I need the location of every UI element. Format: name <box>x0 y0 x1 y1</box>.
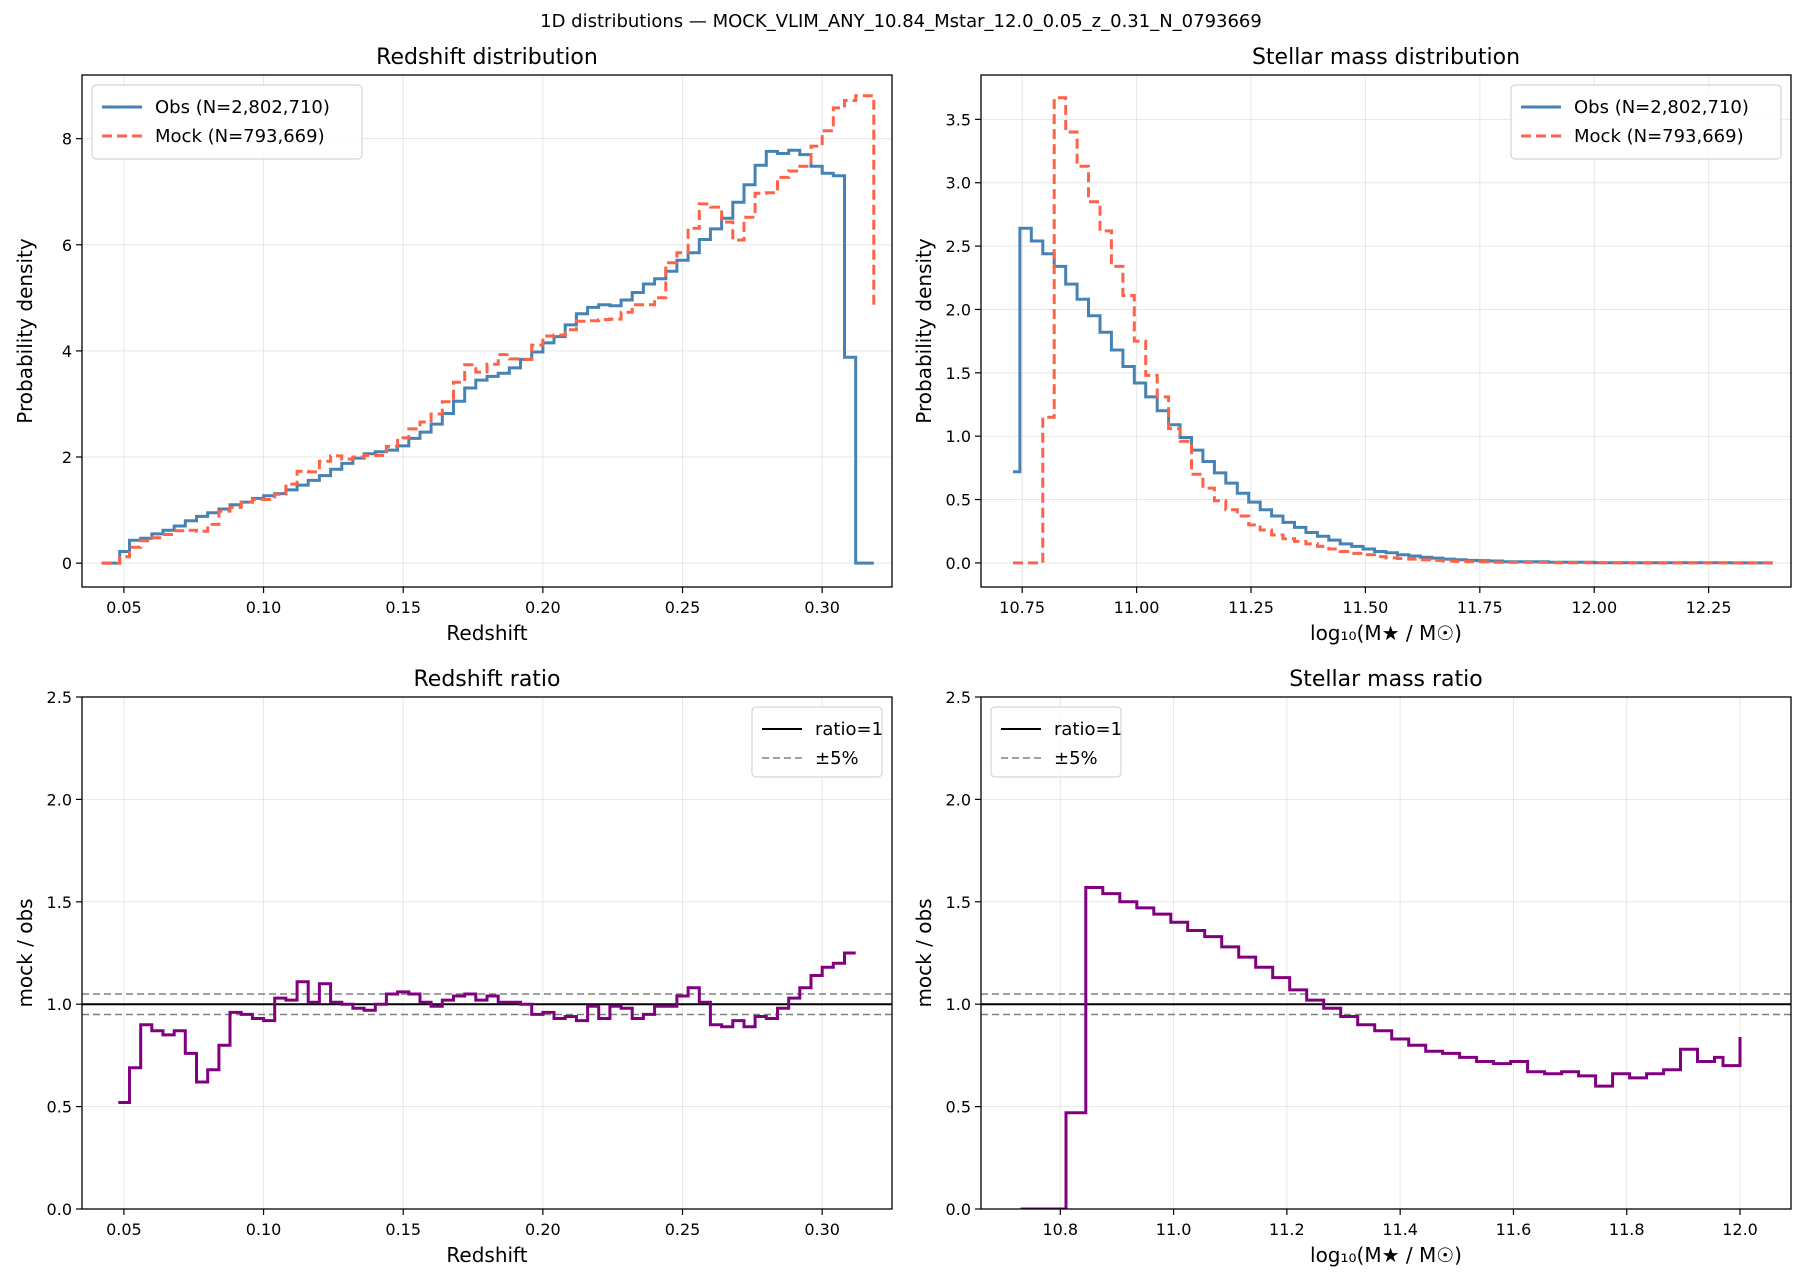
series-line-0 <box>1013 226 1773 565</box>
x-tick-label: 12.25 <box>1686 598 1732 617</box>
series-line-0 <box>101 148 874 565</box>
x-tick-label: 11.00 <box>1114 598 1160 617</box>
x-tick-label: 0.25 <box>665 1220 701 1239</box>
panel-redshift-distribution: 0.05 0.10 0.15 0.20 0.25 0.30 0 2 4 6 8 Redshift di… <box>13 45 893 645</box>
legend-entry-label: ±5% <box>815 748 859 769</box>
x-tick-label: 10.75 <box>999 598 1045 617</box>
x-tick-label: 0.05 <box>106 1220 142 1239</box>
y-tick-label: 0.5 <box>47 1098 72 1117</box>
plot-area <box>82 951 892 1104</box>
y-tick-label: 1.0 <box>47 995 72 1014</box>
x-axis-label: Redshift <box>446 621 527 645</box>
x-tick-label: 0.20 <box>525 1220 561 1239</box>
series-line-0 <box>1020 886 1742 1209</box>
legend-box <box>1510 84 1782 160</box>
y-axis-label: Probability density <box>912 238 936 424</box>
y-tick-label: 0.0 <box>946 554 971 573</box>
panel-stellar-mass-distribution: 10.75 11.00 11.25 11.50 11.75 12.00 12.25 0.0 0.… <box>912 45 1792 645</box>
x-tick-label: 11.4 <box>1382 1220 1418 1239</box>
y-axis-label: mock / obs <box>912 898 936 1007</box>
series-line-1 <box>1013 96 1773 565</box>
legend: ratio=1 ±5% <box>751 706 883 778</box>
y-tick-label: 8 <box>62 130 72 149</box>
y-tick-label: 1.5 <box>946 893 971 912</box>
panel-redshift-ratio: 0.05 0.10 0.15 0.20 0.25 0.30 0.0 0.5 1.0 1.5 2.0 2… <box>13 667 893 1267</box>
x-tick-label: 0.25 <box>665 598 701 617</box>
x-tick-label: 0.10 <box>246 1220 282 1239</box>
axes-frame <box>980 696 1792 1210</box>
legend: Obs (N=2,802,710) Mock (N=793,669) <box>91 84 363 160</box>
x-tick-label: 0.30 <box>804 598 840 617</box>
legend: ratio=1 ±5% <box>990 706 1122 778</box>
panel-title: Redshift ratio <box>413 667 560 692</box>
plot-area <box>101 94 876 565</box>
x-tick-label: 0.05 <box>106 598 142 617</box>
series-line-0 <box>118 951 856 1104</box>
legend-entry-label: Mock (N=793,669) <box>1574 126 1744 147</box>
x-tick-label: 11.2 <box>1269 1220 1305 1239</box>
y-tick-label: 1.5 <box>946 364 971 383</box>
x-tick-label: 0.30 <box>804 1220 840 1239</box>
x-tick-label: 0.20 <box>525 598 561 617</box>
y-tick-label: 2 <box>62 448 72 467</box>
x-tick-label: 0.10 <box>246 598 282 617</box>
y-tick-label: 0.0 <box>946 1200 971 1219</box>
y-tick-label: 2.0 <box>47 790 72 809</box>
panel-stellar-mass-ratio: 10.8 11.0 11.2 11.4 11.6 11.8 12.0 0.0 0.5 1.0 1.5… <box>912 667 1792 1267</box>
series-line-1 <box>101 94 876 565</box>
x-tick-label: 0.15 <box>385 1220 421 1239</box>
legend-entry-label: Mock (N=793,669) <box>155 126 325 147</box>
legend-box <box>990 706 1122 778</box>
legend-box <box>751 706 883 778</box>
axes-frame <box>81 74 893 588</box>
y-tick-label: 1.0 <box>946 995 971 1014</box>
x-tick-label: 12.0 <box>1722 1220 1758 1239</box>
y-tick-label: 2.0 <box>946 790 971 809</box>
legend-entry-label: Obs (N=2,802,710) <box>155 97 330 118</box>
panel-title: Redshift distribution <box>376 45 598 70</box>
y-tick-label: 2.0 <box>946 300 971 319</box>
y-tick-label: 4 <box>62 342 72 361</box>
x-tick-label: 10.8 <box>1042 1220 1078 1239</box>
axes-frame <box>980 74 1792 588</box>
y-tick-label: 0.5 <box>946 491 971 510</box>
x-tick-label: 11.6 <box>1496 1220 1532 1239</box>
legend-entry-label: ratio=1 <box>815 719 883 740</box>
legend-entry-label: Obs (N=2,802,710) <box>1574 97 1749 118</box>
axes-frame <box>81 696 893 1210</box>
y-tick-label: 3.5 <box>946 110 971 129</box>
x-tick-label: 11.75 <box>1457 598 1503 617</box>
x-axis-label: log₁₀(M★ / M☉) <box>1310 1243 1462 1267</box>
y-tick-label: 0.0 <box>47 1200 72 1219</box>
legend-entry-label: ratio=1 <box>1054 719 1122 740</box>
y-tick-label: 1.5 <box>47 893 72 912</box>
y-axis-label: mock / obs <box>13 898 37 1007</box>
y-tick-label: 2.5 <box>946 237 971 256</box>
y-axis-label: Probability density <box>13 238 37 424</box>
y-tick-label: 1.0 <box>946 427 971 446</box>
legend-entry-label: ±5% <box>1054 748 1098 769</box>
x-axis-label: Redshift <box>446 1243 527 1267</box>
x-tick-label: 11.50 <box>1343 598 1389 617</box>
x-tick-label: 11.25 <box>1228 598 1274 617</box>
figure-suptitle: 1D distributions — MOCK_VLIM_ANY_10.84_M… <box>540 11 1262 32</box>
panel-title: Stellar mass distribution <box>1252 45 1520 70</box>
x-tick-label: 11.8 <box>1609 1220 1645 1239</box>
y-tick-label: 0 <box>62 554 72 573</box>
x-tick-label: 12.00 <box>1571 598 1617 617</box>
x-tick-label: 0.15 <box>385 598 421 617</box>
panel-title: Stellar mass ratio <box>1289 667 1482 692</box>
x-tick-label: 11.0 <box>1156 1220 1192 1239</box>
y-tick-label: 6 <box>62 236 72 255</box>
legend-box <box>91 84 363 160</box>
legend: Obs (N=2,802,710) Mock (N=793,669) <box>1510 84 1782 160</box>
plot-area <box>1013 96 1773 565</box>
y-tick-label: 2.5 <box>946 688 971 707</box>
x-axis-label: log₁₀(M★ / M☉) <box>1310 621 1462 645</box>
y-tick-label: 2.5 <box>47 688 72 707</box>
y-tick-label: 3.0 <box>946 174 971 193</box>
y-tick-label: 0.5 <box>946 1098 971 1117</box>
plot-area <box>981 886 1791 1209</box>
